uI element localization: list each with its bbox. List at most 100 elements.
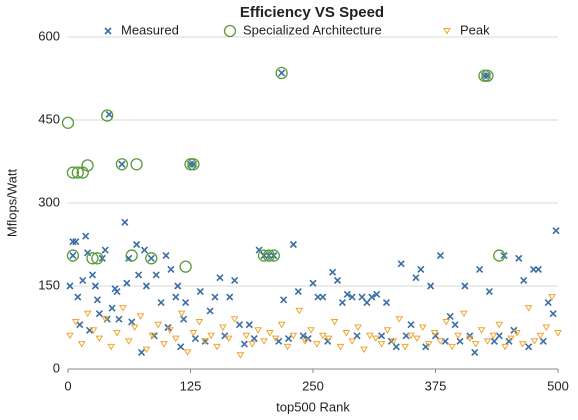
marker-shape — [267, 249, 280, 262]
point — [490, 337, 498, 345]
marker-shape — [183, 349, 192, 356]
point — [412, 335, 421, 343]
marker-shape — [418, 324, 427, 331]
point — [418, 324, 427, 331]
marker-shape — [348, 293, 356, 301]
marker-shape — [289, 332, 298, 340]
marker-shape — [115, 315, 123, 323]
point — [549, 310, 557, 318]
marker-shape — [524, 305, 533, 312]
marker-shape — [549, 310, 557, 318]
point — [446, 312, 454, 320]
marker-shape — [133, 240, 141, 249]
point — [265, 330, 274, 337]
marker-shape — [128, 318, 136, 326]
marker-shape — [265, 330, 274, 337]
point — [485, 287, 493, 296]
point — [101, 246, 109, 254]
marker-shape — [397, 260, 405, 268]
marker-shape — [147, 254, 155, 262]
point — [313, 341, 321, 348]
marker-shape — [154, 321, 163, 329]
point — [329, 268, 337, 276]
point — [412, 274, 420, 282]
point — [530, 338, 539, 345]
marker-shape — [489, 332, 498, 340]
point — [242, 332, 251, 340]
point — [284, 335, 293, 343]
marker-shape — [271, 335, 280, 343]
point — [542, 324, 551, 331]
point — [301, 338, 310, 345]
marker-shape — [91, 282, 100, 290]
marker-shape — [448, 343, 457, 351]
point — [358, 293, 366, 301]
marker-shape — [72, 238, 80, 246]
point — [417, 265, 425, 273]
point — [548, 294, 557, 301]
point — [137, 348, 146, 356]
point — [108, 304, 116, 312]
point — [257, 249, 271, 262]
marker-shape — [242, 332, 251, 340]
point — [348, 293, 356, 301]
point — [294, 287, 302, 296]
point — [495, 332, 503, 340]
point — [338, 299, 346, 307]
marker-shape — [213, 343, 221, 351]
marker-shape — [280, 296, 288, 304]
point — [461, 282, 469, 290]
marker-shape — [91, 252, 104, 265]
point — [436, 252, 444, 260]
point — [195, 318, 204, 326]
point — [495, 321, 504, 329]
marker-shape — [446, 312, 454, 320]
marker-shape — [490, 337, 498, 345]
marker-shape — [167, 265, 175, 273]
point — [365, 332, 374, 340]
marker-shape — [177, 343, 185, 351]
marker-shape — [142, 346, 151, 354]
marker-shape — [95, 335, 104, 343]
point — [534, 265, 542, 273]
point — [240, 340, 248, 348]
point — [201, 338, 210, 345]
marker-shape — [118, 305, 127, 312]
point — [371, 335, 380, 343]
marker-shape — [95, 310, 103, 318]
marker-shape — [389, 338, 398, 345]
marker-shape — [118, 160, 126, 168]
point — [254, 327, 263, 334]
point — [107, 343, 116, 351]
point — [66, 332, 74, 340]
point — [395, 316, 404, 323]
marker-shape — [284, 335, 293, 343]
point — [518, 341, 527, 348]
marker-shape — [82, 232, 90, 240]
point — [407, 321, 415, 329]
marker-shape — [283, 343, 292, 351]
marker-shape — [69, 252, 77, 260]
point — [184, 158, 197, 171]
point — [525, 343, 533, 351]
marker-shape — [407, 332, 415, 340]
marker-shape — [318, 332, 327, 340]
marker-shape — [518, 341, 527, 348]
point — [115, 315, 123, 323]
marker-shape — [534, 265, 542, 273]
marker-shape — [377, 341, 386, 348]
marker-shape — [66, 166, 80, 179]
point — [378, 332, 386, 340]
marker-shape — [257, 249, 271, 262]
marker-shape — [191, 335, 199, 343]
point — [336, 343, 345, 351]
y-tick-label: 450 — [38, 111, 60, 126]
marker-shape — [401, 343, 410, 351]
point — [183, 349, 192, 356]
legend-marker — [104, 27, 112, 35]
point — [363, 299, 371, 307]
y-axis-label: Mflops/Watt — [4, 169, 19, 238]
point — [93, 296, 101, 304]
point — [182, 299, 190, 307]
marker-shape — [354, 324, 362, 331]
